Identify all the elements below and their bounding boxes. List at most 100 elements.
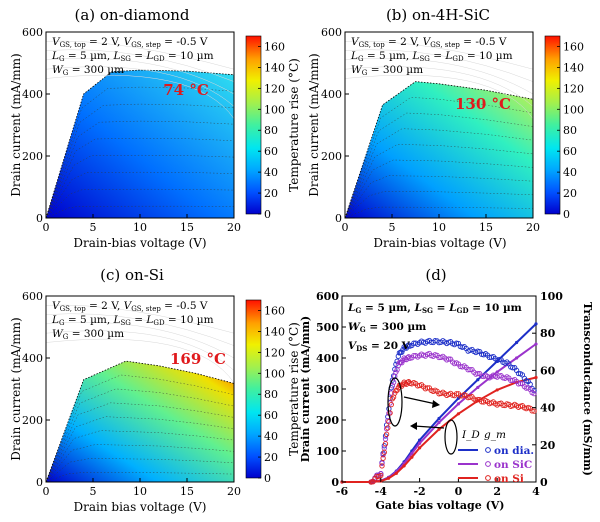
panel-b-title: (b) on-4H-SiC bbox=[386, 6, 490, 24]
panel-d-y-tick-label: 500 bbox=[316, 321, 339, 334]
panel-d-gm-point bbox=[392, 366, 398, 372]
panel-d-id-point bbox=[495, 370, 499, 374]
legend-entry-label: on Si bbox=[494, 473, 524, 485]
panel-d-legend: on dia. on SiC on Si bbox=[458, 445, 534, 485]
panel-a-colorbar-tick-label: 160 bbox=[264, 40, 285, 53]
panel-b-iv-curve bbox=[344, 128, 534, 219]
panel-c-colorbar-gradient bbox=[245, 299, 262, 479]
panel-d-id-point bbox=[456, 412, 460, 416]
panel-b-grid-arc bbox=[344, 40, 534, 70]
panel-d-gm-point bbox=[510, 365, 516, 371]
panel-d-gm-point bbox=[467, 366, 473, 373]
panel-a-ylabel: Drain current (mA/mm) bbox=[9, 53, 23, 197]
panel-a-colorbar-tick-label: 100 bbox=[264, 103, 285, 116]
panel-d-gm-point bbox=[406, 354, 412, 360]
panel-b-annotation-1: VGS, top = 2 V, VGS, step = -0.5 V bbox=[351, 36, 507, 49]
panel-c-annotation-2: LG = 5 µm, LSG = LGD = 10 µm bbox=[51, 314, 214, 327]
panel-c-x-tick-label: 0 bbox=[43, 485, 50, 498]
legend-gm-header: g_m bbox=[484, 429, 506, 441]
arrow-to-right-axis-head bbox=[432, 400, 440, 408]
legend-marker-swatch bbox=[485, 461, 491, 467]
panel-d-x-tick-label: -4 bbox=[375, 485, 388, 498]
panel-d-gm-point bbox=[475, 396, 481, 403]
panel-b-x-tick-label: 15 bbox=[479, 221, 493, 234]
panel-d-x-tick-label: 0 bbox=[455, 485, 463, 498]
panel-a-colorbar: 0 20 40 60 80 100 120 140 160 bbox=[245, 35, 285, 221]
panel-c-colorbar-label: Temperature rise (°C) bbox=[287, 322, 301, 456]
panel-a-iv-curve bbox=[45, 188, 235, 219]
panel-c-colorbar-tick-label: 160 bbox=[264, 304, 285, 317]
panel-a-xlabel: Drain-bias voltage (V) bbox=[73, 236, 206, 250]
panel-b-y-tick-label: 0 bbox=[335, 212, 342, 225]
panel-c-top-curve bbox=[45, 360, 235, 483]
panel-d-gm-point bbox=[388, 401, 394, 408]
panel-a-colorbar-label: Temperature rise (°C) bbox=[287, 58, 301, 192]
panel-b-colorbar-tick-label: 140 bbox=[563, 61, 584, 74]
panel-d-id-point bbox=[418, 446, 422, 450]
panel-d-gm-point bbox=[453, 340, 460, 346]
panel-b-x-tick-label: 0 bbox=[342, 221, 349, 234]
panel-d-gm-point bbox=[380, 452, 386, 458]
panel-b-iv-curve bbox=[344, 144, 534, 219]
panel-a-x-tick-label: 20 bbox=[227, 221, 241, 234]
panel-d-x-tick-label: 2 bbox=[493, 485, 501, 498]
panel-d-id-point bbox=[437, 427, 441, 431]
panel-d-y2-tick-label: 100 bbox=[540, 290, 563, 303]
panel-b-x-tick-label: 5 bbox=[389, 221, 396, 234]
panel-d-id-point bbox=[515, 340, 519, 345]
panel-a-x-tick-label: 10 bbox=[133, 221, 147, 234]
panel-d-y2-tick-label: 20 bbox=[540, 439, 556, 452]
panel-c-iv-curve bbox=[45, 402, 235, 483]
panel-d-gm-point bbox=[383, 426, 390, 432]
panel-b-annotation-3: WG = 300 µm bbox=[351, 64, 423, 77]
panel-d-id-point bbox=[534, 342, 538, 346]
panel-a-colorbar-tick-label: 0 bbox=[264, 208, 271, 221]
panel-d-id-point bbox=[437, 420, 441, 425]
panel-b-x-tick-label: 10 bbox=[432, 221, 446, 234]
panel-a-y-tick-label: 0 bbox=[36, 212, 43, 225]
panel-a-colorbar-tick-label: 20 bbox=[264, 187, 278, 200]
panel-a-y-tick-label: 400 bbox=[22, 88, 43, 101]
panel-c-grid-arc bbox=[45, 322, 235, 359]
panel-b-heat-region bbox=[345, 81, 533, 218]
panel-a-annotation-2: LG = 5 µm, LSG = LGD = 10 µm bbox=[51, 50, 214, 63]
panel-d-gm-point bbox=[406, 342, 412, 348]
legend-entry-label: on SiC bbox=[494, 459, 532, 471]
panel-a-iv-curve bbox=[45, 103, 235, 219]
panel-d-gm-point bbox=[496, 356, 502, 363]
panel-b-xlabel: Drain-bias voltage (V) bbox=[373, 236, 506, 250]
panel-c-colorbar-tick-label: 40 bbox=[264, 430, 278, 443]
arrow-to-right-axis bbox=[403, 396, 437, 405]
panel-b-colorbar-tick-label: 120 bbox=[563, 82, 584, 95]
panel-d-y2label: Transconductance (mS/mm) bbox=[581, 302, 594, 476]
panel-d-gm-point bbox=[517, 380, 524, 387]
panel-d-id-point bbox=[410, 455, 414, 459]
panel-c-grid-arc bbox=[45, 330, 235, 371]
panel-c-colorbar-tick-label: 120 bbox=[264, 346, 285, 359]
panel-d-id-point bbox=[534, 375, 538, 380]
panel-c-title: (c) on-Si bbox=[100, 266, 164, 284]
panel-d-gm-point bbox=[368, 479, 374, 485]
panel-d-gm-point bbox=[529, 408, 535, 414]
panel-d-gm-point bbox=[385, 418, 391, 424]
panel-b-colorbar-gradient bbox=[544, 35, 561, 215]
panel-d-gm-point bbox=[378, 472, 384, 479]
panel-b-y-tick-label: 600 bbox=[321, 26, 342, 39]
panel-d-gm-point bbox=[388, 390, 394, 396]
panel-c-y-tick-label: 0 bbox=[36, 476, 43, 489]
panel-c-y-tick-label: 200 bbox=[22, 414, 43, 427]
panel-a-colorbar-gradient bbox=[245, 35, 262, 215]
panel-c-heat-region bbox=[46, 361, 234, 482]
panel-b-y-tick-label: 200 bbox=[321, 150, 342, 163]
panel-a-y-ticks: 0 200 400 600 bbox=[22, 26, 50, 225]
panel-a-iv-curve bbox=[45, 171, 235, 219]
arrow-to-left-axis-head bbox=[410, 422, 417, 430]
panel-d-x-tick-label: -6 bbox=[336, 485, 349, 498]
panel-a-y-tick-label: 600 bbox=[22, 26, 43, 39]
panel-b-iv-curve bbox=[344, 112, 534, 219]
legend-id-header: I_D bbox=[461, 429, 480, 441]
panel-c-grid-arc bbox=[45, 304, 235, 334]
panel-d-id-point bbox=[410, 451, 414, 456]
panel-b-y-tick-label: 400 bbox=[321, 88, 342, 101]
